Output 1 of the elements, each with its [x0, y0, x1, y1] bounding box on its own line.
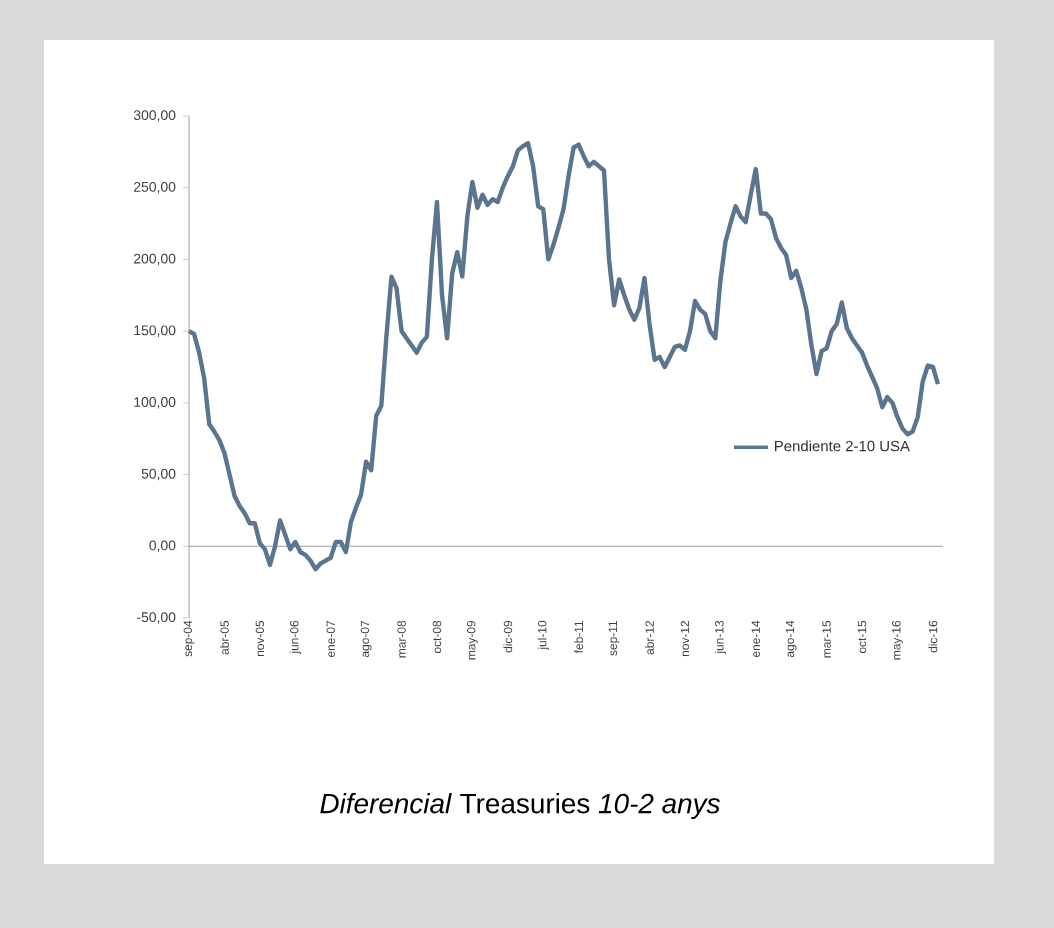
- text: Diferencial Treasuries 10-2 anys: [320, 792, 720, 819]
